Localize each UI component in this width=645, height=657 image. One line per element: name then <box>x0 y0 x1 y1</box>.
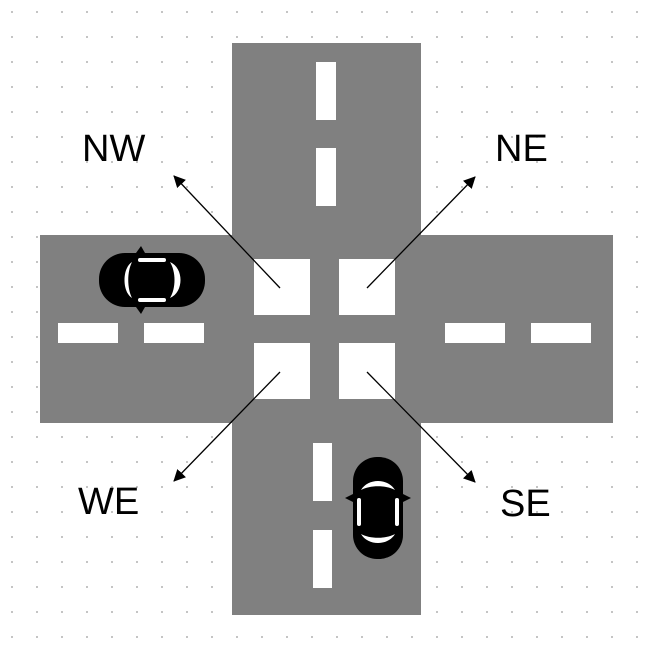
direction-arrows <box>173 175 476 483</box>
car-mirror <box>136 307 145 314</box>
car-icon <box>345 457 411 559</box>
car-side-window <box>395 498 399 526</box>
lane-dash <box>316 148 336 206</box>
lane-dash <box>58 323 118 343</box>
lane-dash <box>316 62 336 120</box>
car-mirror <box>136 246 145 253</box>
lane-dash <box>531 323 591 343</box>
label-we: WE <box>78 481 139 523</box>
car-body <box>353 457 403 559</box>
intersection-zones <box>254 259 395 399</box>
arrow-icon <box>366 371 476 483</box>
arrow-icon <box>366 176 476 289</box>
arrow-icon <box>173 371 281 482</box>
lane-dash <box>313 530 332 588</box>
car-rear-window <box>124 262 132 298</box>
car-side-window <box>138 258 166 262</box>
label-ne: NE <box>495 128 548 170</box>
car-mirror <box>403 494 411 502</box>
zone-nw <box>254 259 310 315</box>
car-body <box>99 253 205 307</box>
car-side-window <box>138 298 166 302</box>
lane-markings <box>58 62 591 588</box>
lane-dash <box>445 323 505 343</box>
car-windshield <box>361 481 395 490</box>
car-windshield <box>170 262 181 298</box>
car-mirror <box>345 494 353 502</box>
label-se: SE <box>500 483 551 525</box>
lane-dash <box>313 443 332 501</box>
arrow-icon <box>173 175 281 289</box>
car-icon <box>99 246 205 314</box>
zone-se <box>339 343 395 399</box>
lane-dash <box>144 323 204 343</box>
car-side-window <box>357 498 361 526</box>
label-nw: NW <box>82 128 145 170</box>
direction-labels: NW NE WE SE <box>78 128 551 525</box>
car-rear-window <box>361 534 395 543</box>
